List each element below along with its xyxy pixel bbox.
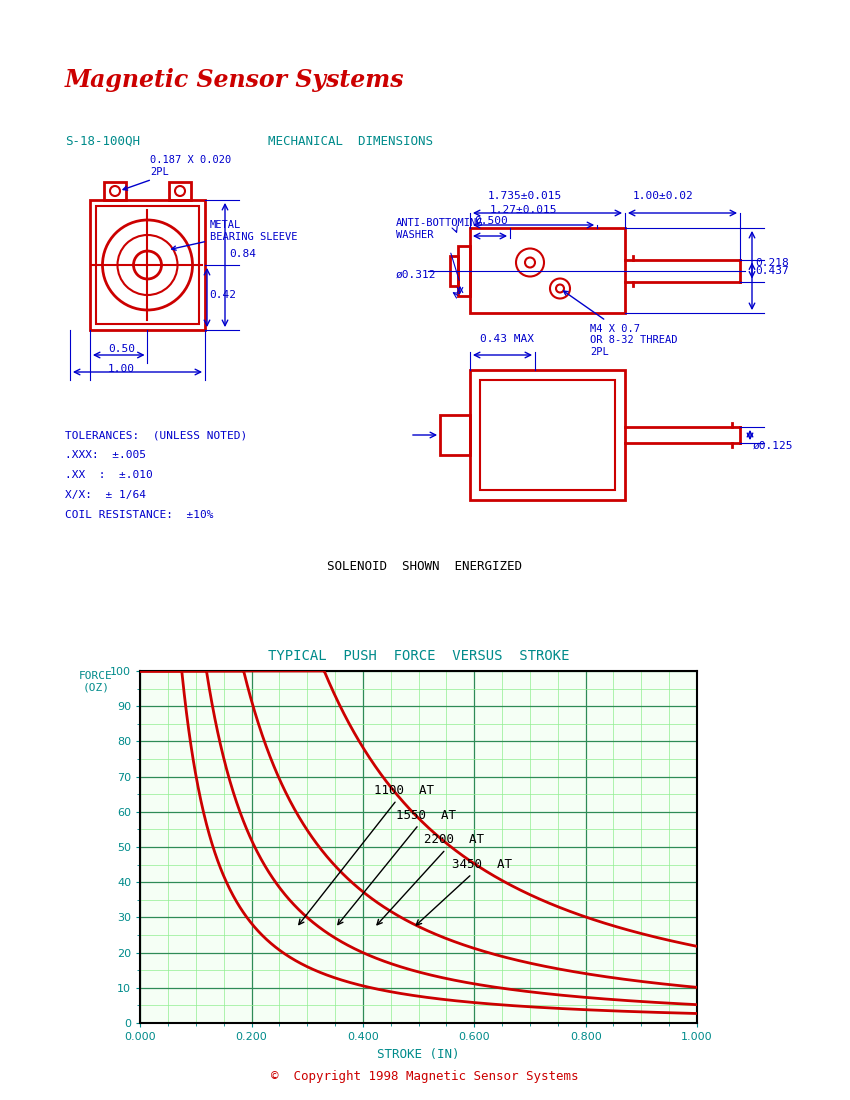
Text: 1.735±0.015: 1.735±0.015 — [488, 191, 562, 201]
Text: ø0.125: ø0.125 — [753, 441, 794, 451]
X-axis label: STROKE (IN): STROKE (IN) — [377, 1047, 460, 1060]
Text: 1.00: 1.00 — [108, 364, 135, 374]
Text: Magnetic Sensor Systems: Magnetic Sensor Systems — [65, 68, 405, 92]
Bar — [96, 206, 199, 324]
Bar — [450, 255, 458, 286]
Y-axis label: FORCE
(OZ): FORCE (OZ) — [79, 671, 112, 693]
Text: 1.00±0.02: 1.00±0.02 — [633, 191, 694, 201]
Text: M4 X 0.7
OR 8-32 THREAD
2PL: M4 X 0.7 OR 8-32 THREAD 2PL — [564, 292, 677, 356]
Bar — [480, 379, 615, 490]
Text: 0.84: 0.84 — [229, 249, 256, 258]
Bar — [104, 182, 126, 200]
Text: 0.500: 0.500 — [474, 216, 507, 225]
Text: COIL RESISTANCE:  ±10%: COIL RESISTANCE: ±10% — [65, 510, 213, 520]
Text: 1550  AT: 1550 AT — [337, 808, 456, 925]
Text: 2200  AT: 2200 AT — [377, 834, 484, 925]
Text: .XX  :  ±.010: .XX : ±.010 — [65, 470, 153, 480]
Text: 0.50: 0.50 — [108, 344, 135, 354]
Title: TYPICAL  PUSH  FORCE  VERSUS  STROKE: TYPICAL PUSH FORCE VERSUS STROKE — [268, 649, 570, 663]
Bar — [470, 228, 625, 314]
Text: X/X:  ± 1/64: X/X: ± 1/64 — [65, 490, 146, 500]
Bar — [470, 370, 625, 500]
Text: 3450  AT: 3450 AT — [416, 858, 512, 925]
Text: 0.187 X 0.020
2PL: 0.187 X 0.020 2PL — [123, 155, 231, 190]
Bar — [90, 200, 205, 330]
Text: S-18-100QH: S-18-100QH — [65, 135, 140, 149]
Bar — [458, 245, 470, 296]
Text: 1100  AT: 1100 AT — [299, 784, 434, 925]
Bar — [440, 415, 470, 455]
Text: TOLERANCES:  (UNLESS NOTED): TOLERANCES: (UNLESS NOTED) — [65, 430, 247, 440]
Text: ANTI-BOTTOMING
WASHER: ANTI-BOTTOMING WASHER — [396, 218, 484, 240]
Text: .XXX:  ±.005: .XXX: ±.005 — [65, 450, 146, 460]
Text: 0.437: 0.437 — [755, 266, 789, 276]
Text: 0.43 MAX: 0.43 MAX — [480, 334, 534, 344]
Text: 1.27±0.015: 1.27±0.015 — [490, 205, 558, 214]
Text: ø0.312: ø0.312 — [396, 270, 437, 280]
Text: SOLENOID  SHOWN  ENERGIZED: SOLENOID SHOWN ENERGIZED — [327, 560, 523, 573]
Text: ©  Copyright 1998 Magnetic Sensor Systems: © Copyright 1998 Magnetic Sensor Systems — [271, 1070, 579, 1084]
Text: MECHANICAL  DIMENSIONS: MECHANICAL DIMENSIONS — [268, 135, 433, 149]
Text: 0.218: 0.218 — [755, 258, 789, 268]
Text: METAL
BEARING SLEEVE: METAL BEARING SLEEVE — [172, 220, 298, 250]
Bar — [169, 182, 191, 200]
Text: 0.42: 0.42 — [209, 289, 236, 299]
